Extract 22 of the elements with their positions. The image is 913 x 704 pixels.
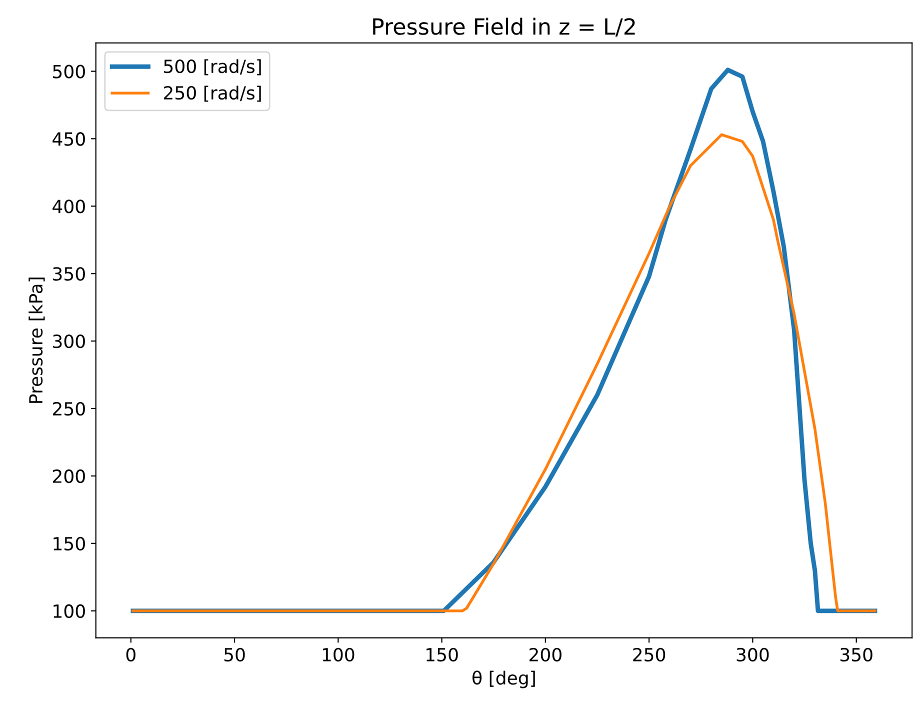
x-axis-title: θ [deg] — [472, 670, 535, 688]
x-tick-label: 350 — [840, 648, 872, 662]
y-tick-label: 100 — [54, 604, 85, 618]
y-tick-label: 150 — [54, 536, 85, 551]
y-tick-label: 300 — [53, 334, 85, 348]
y-tick-label: 200 — [53, 469, 85, 484]
x-tick-label: 300 — [736, 648, 769, 662]
x-tick-label: 250 — [633, 648, 666, 662]
x-tick-label: 100 — [322, 648, 354, 662]
y-tick-label: 400 — [52, 200, 85, 214]
legend-label: 500 [rad/s] — [164, 59, 261, 76]
y-tick-label: 350 — [53, 267, 85, 281]
chart-title: Pressure Field in z = L/2 — [373, 18, 635, 37]
x-tick-label: 150 — [426, 648, 458, 662]
x-tick-label: 0 — [126, 648, 136, 662]
y-tick-label: 450 — [52, 132, 85, 146]
x-tick-label: 200 — [530, 648, 562, 662]
x-tick-label: 50 — [224, 648, 245, 662]
legend-label: 250 [rad/s] — [164, 86, 261, 102]
y-axis-title: Pressure [kPa] — [28, 278, 45, 403]
y-tick-label: 250 — [53, 402, 85, 416]
y-tick-label: 500 — [53, 64, 85, 78]
